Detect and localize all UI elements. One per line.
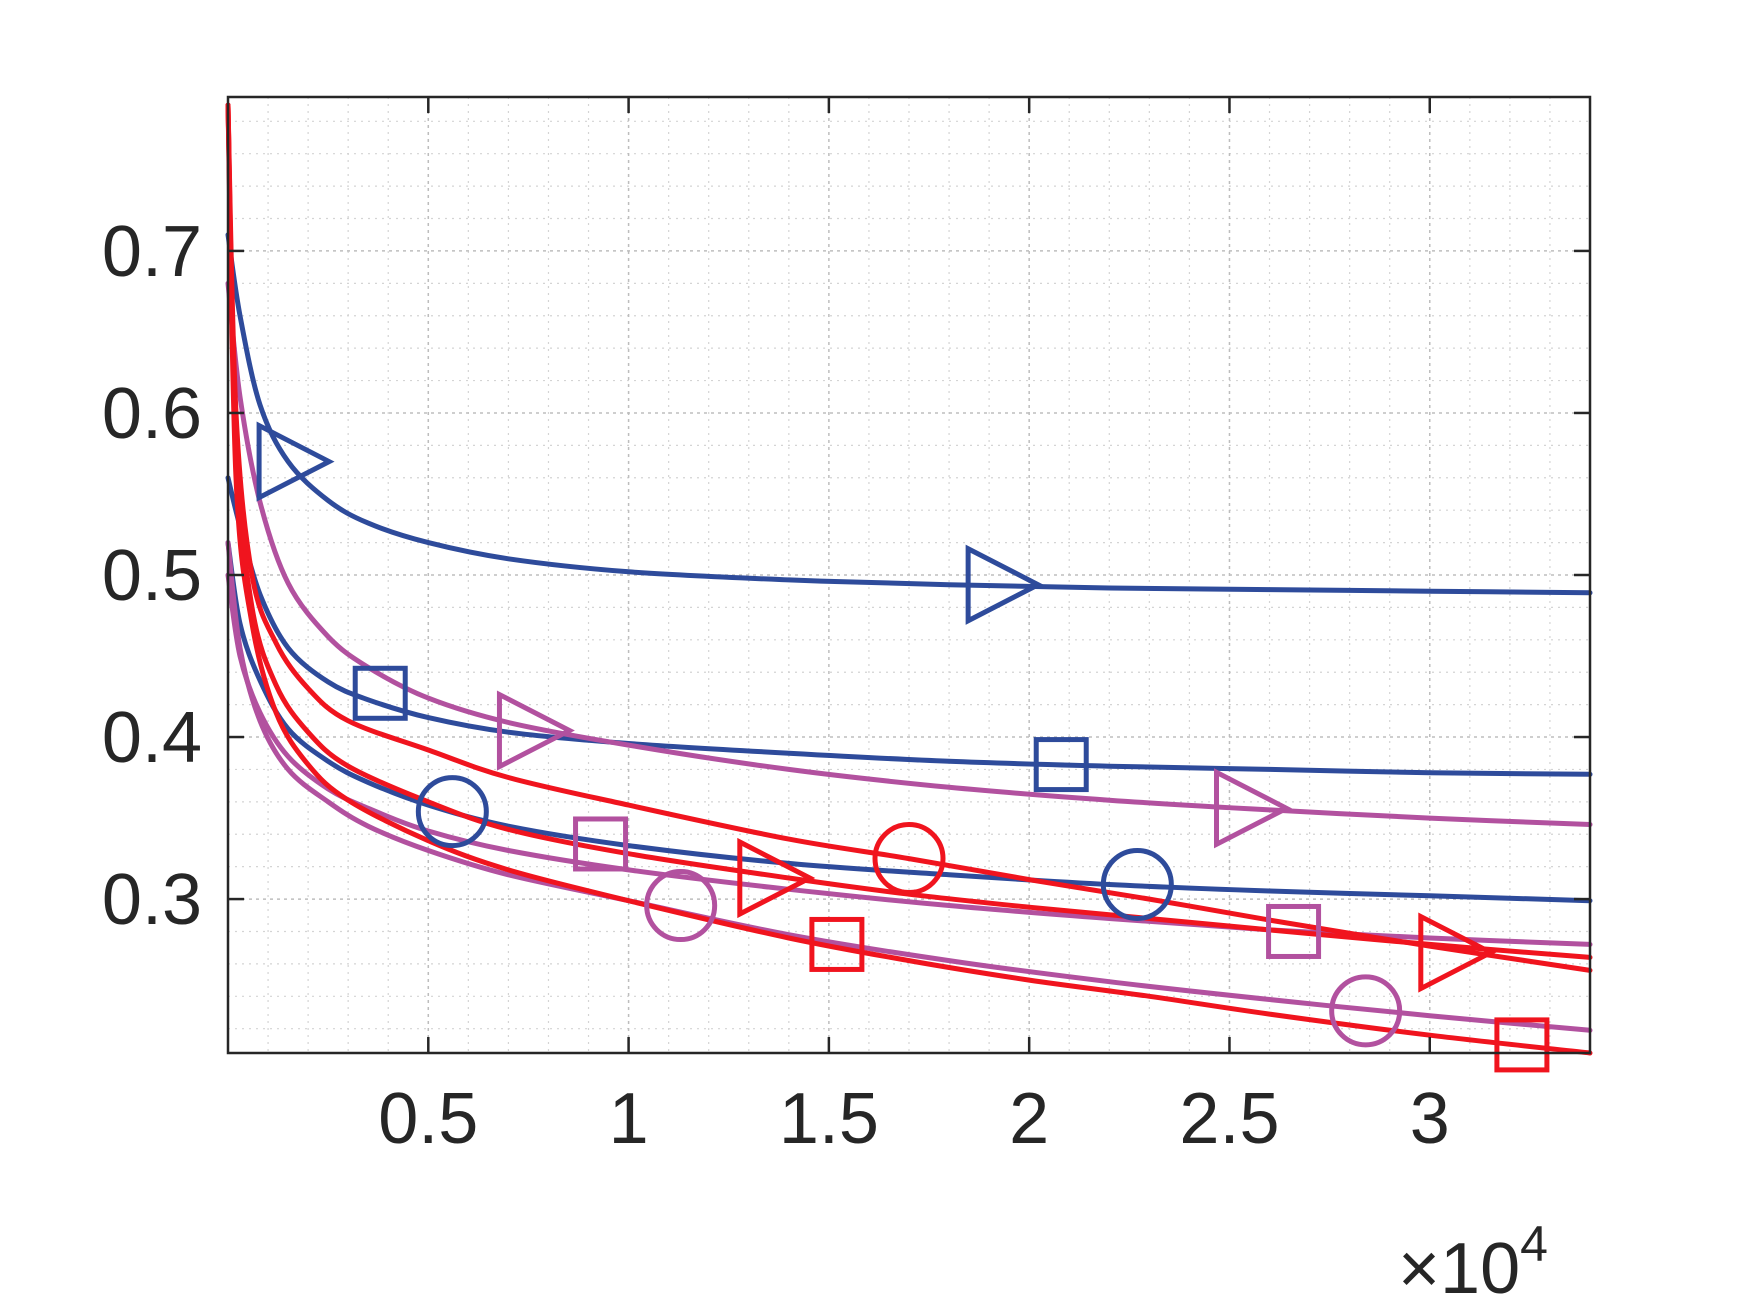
series-marker-triangle-right — [737, 837, 816, 919]
series-marker-square — [809, 916, 865, 972]
axis-ticks — [228, 97, 1590, 1053]
series-marker-triangle-right — [496, 690, 575, 771]
series-marker-triangle-right — [256, 421, 335, 502]
series-marker-square — [573, 816, 629, 872]
y-tick-label: 0.3 — [102, 860, 202, 940]
series-marker-circle — [415, 775, 489, 849]
series-marker-square — [1266, 903, 1322, 959]
series-marker-circle — [872, 822, 946, 896]
series-line-2 — [225, 475, 1593, 777]
x-tick-label: 1.5 — [779, 1079, 879, 1159]
series-line-7 — [225, 102, 1593, 973]
series-marker-triangle-right — [1214, 768, 1292, 849]
series-line-8 — [225, 102, 1593, 960]
series-marker-square — [1494, 1017, 1550, 1073]
x-tick-label: 1 — [609, 1079, 649, 1159]
series-lines — [225, 102, 1593, 1056]
x-exponent-base: ×10 — [1398, 1229, 1520, 1309]
y-tick-label: 0.7 — [102, 212, 202, 292]
y-tick-labels: 0.3 0.4 0.5 0.6 0.7 — [102, 212, 202, 940]
x-tick-label: 0.5 — [378, 1079, 478, 1159]
x-exponent-prefix: ×104 — [1398, 1216, 1548, 1309]
series-marker-circle — [1329, 974, 1403, 1048]
series-markers — [256, 421, 1550, 1073]
y-tick-label: 0.6 — [102, 374, 202, 454]
series-marker-circle — [644, 869, 718, 943]
series-marker-square — [1033, 737, 1089, 793]
series-line-4 — [225, 280, 1593, 827]
series-line-3 — [225, 540, 1593, 904]
series-line-9 — [225, 102, 1593, 1056]
x-tick-labels: 0.5 1 1.5 2 2.5 3 — [378, 1079, 1450, 1159]
x-tick-label: 2.5 — [1179, 1079, 1279, 1159]
x-exponent-label: ×104 — [1398, 1216, 1548, 1309]
series-marker-square — [352, 665, 408, 721]
y-tick-label: 0.4 — [102, 698, 202, 778]
series-marker-circle — [1100, 847, 1174, 921]
x-tick-label: 3 — [1410, 1079, 1450, 1159]
x-tick-label: 2 — [1009, 1079, 1049, 1159]
major-grid — [228, 97, 1590, 1053]
x-exponent-power: 4 — [1520, 1216, 1548, 1272]
series-marker-triangle-right — [965, 544, 1044, 625]
y-tick-label: 0.5 — [102, 536, 202, 616]
series-marker-triangle-right — [1418, 912, 1497, 993]
series-line-1 — [225, 232, 1593, 596]
